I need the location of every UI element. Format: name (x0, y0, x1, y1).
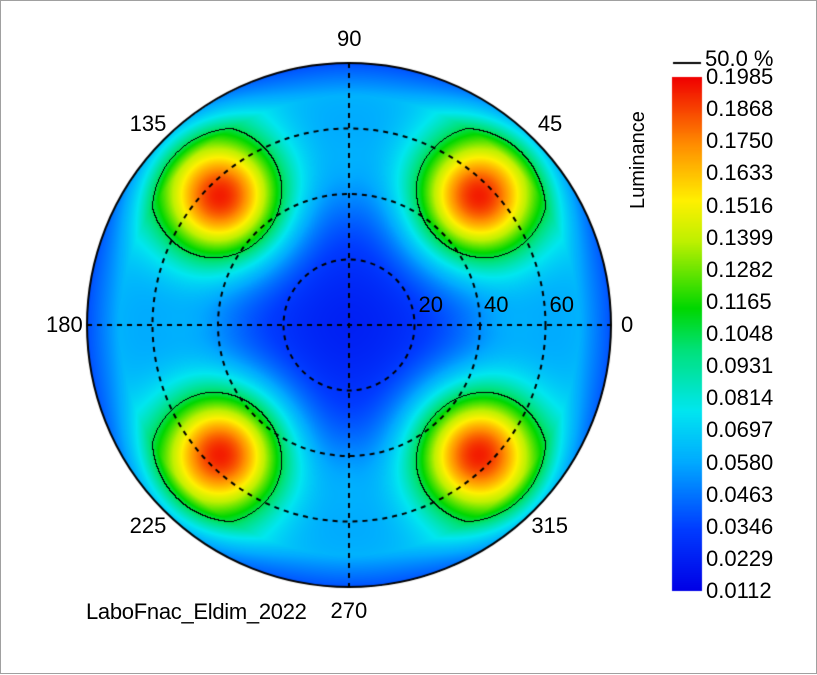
radial-label-40: 40 (484, 292, 509, 317)
footer-label: LaboFnac_Eldim_2022 (86, 599, 307, 624)
colorbar-tick-label: 0.1282 (706, 256, 774, 282)
colorbar-tick-label: 0.1165 (706, 288, 772, 314)
radial-label-60: 60 (549, 292, 574, 317)
contour-legend-label: 50.0 % (705, 46, 774, 71)
azimuth-label-135: 135 (129, 111, 167, 137)
azimuth-label-270: 270 (330, 598, 368, 623)
azimuth-label-0: 0 (621, 312, 634, 337)
colorbar-tick-label: 0.0814 (706, 385, 774, 411)
colorbar-title: Luminance (627, 111, 649, 209)
colorbar-tick-label: 0.0580 (706, 449, 774, 475)
radial-label-20: 20 (418, 292, 443, 317)
azimuth-label-45: 45 (537, 111, 563, 137)
colorbar-tick-label: 0.0697 (706, 417, 774, 443)
azimuth-label-90: 90 (337, 26, 362, 51)
colorbar-tick-label: 0.0931 (706, 353, 774, 379)
colorbar-tick-label: 0.0346 (706, 513, 774, 539)
azimuth-label-315: 315 (531, 512, 569, 538)
azimuth-label-225: 225 (129, 512, 167, 538)
colorbar-tick-label: 0.1048 (706, 321, 774, 346)
colorbar-tick-label: 0.1868 (706, 96, 774, 122)
colorbar-tick-label: 0.0229 (706, 545, 774, 571)
colorbar-tick-label: 0.1750 (706, 128, 774, 154)
colorbar-tick-label: 0.1633 (706, 160, 774, 186)
colorbar-tick-label: 0.0463 (706, 481, 774, 507)
colorbar-tick-label: 0.1985 (706, 64, 774, 89)
colorbar-tick-label: 0.1399 (706, 224, 774, 250)
azimuth-label-180: 180 (46, 312, 83, 337)
colorbar-tick-label: 0.1516 (706, 192, 774, 218)
colorbar-tick-label: 0.0112 (706, 578, 772, 603)
